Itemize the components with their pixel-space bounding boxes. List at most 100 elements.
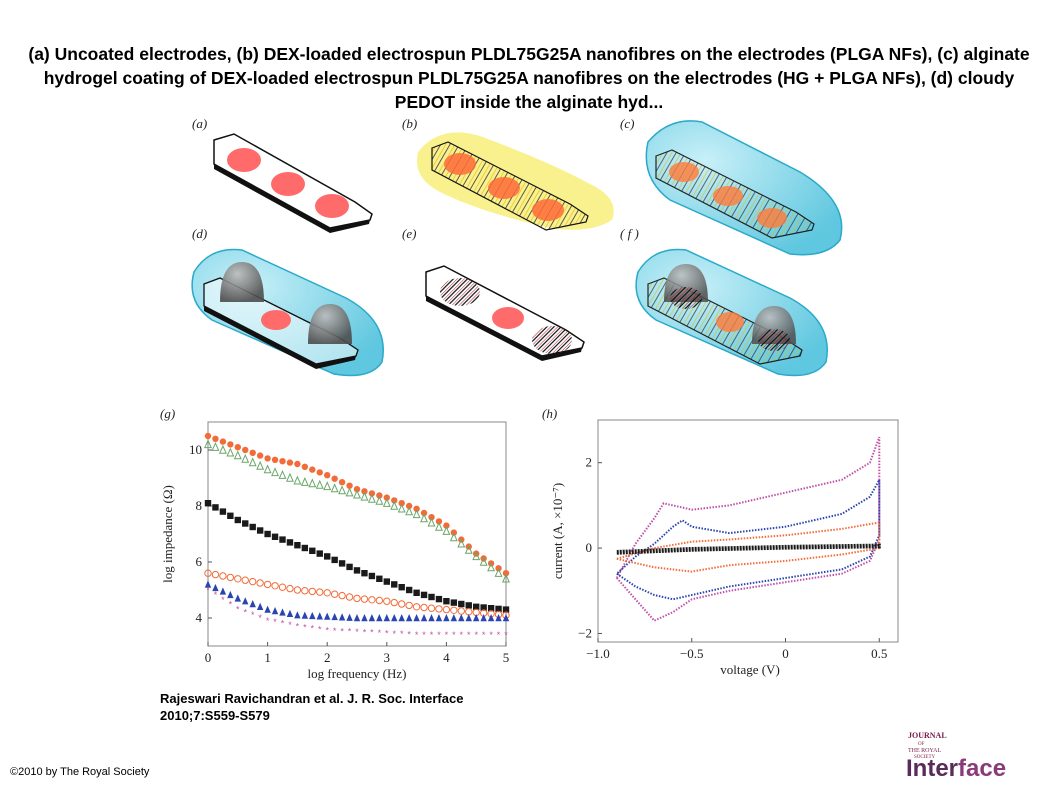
data-point	[502, 606, 510, 613]
electrode-site	[757, 208, 787, 228]
data-point: *	[497, 630, 501, 640]
data-point	[278, 469, 287, 479]
panel-e: (e)	[402, 226, 585, 361]
panel-label-c: (c)	[620, 116, 634, 131]
data-point: *	[355, 627, 359, 637]
data-point	[435, 614, 443, 622]
pedot-deposit	[670, 287, 702, 309]
data-point	[361, 570, 368, 577]
data-point	[398, 600, 406, 608]
data-point	[204, 569, 212, 577]
data-point	[249, 600, 256, 608]
data-point	[443, 614, 450, 622]
data-point: *	[378, 628, 382, 638]
data-point	[465, 602, 472, 609]
data-point	[234, 594, 241, 602]
data-point	[487, 614, 495, 622]
pedot-dome	[220, 262, 264, 302]
data-point	[263, 580, 272, 589]
data-point: *	[489, 630, 493, 640]
series-1	[204, 432, 510, 577]
data-point	[413, 505, 420, 512]
data-point	[285, 472, 294, 482]
data-point	[218, 444, 227, 454]
data-point	[427, 517, 436, 527]
data-point: *	[482, 630, 486, 640]
data-point	[331, 475, 338, 482]
data-point	[241, 576, 249, 584]
data-point	[256, 527, 264, 534]
data-point	[405, 614, 413, 622]
data-point	[449, 532, 458, 542]
data-point	[435, 605, 443, 613]
data-point	[279, 536, 286, 543]
data-point	[286, 609, 294, 617]
logo-of: OF	[918, 742, 925, 747]
y-tick-label: 4	[196, 610, 203, 625]
x-tick-label: 0	[782, 646, 789, 661]
data-point	[383, 597, 391, 605]
data-point	[450, 599, 458, 606]
data-point	[294, 542, 301, 549]
data-point	[227, 512, 234, 519]
logo-the-royal: THE ROYAL	[908, 748, 941, 754]
electrode-underside	[426, 296, 582, 361]
pedot-deposit	[532, 326, 572, 354]
data-point	[412, 509, 421, 519]
data-point	[264, 605, 271, 613]
data-point: *	[221, 595, 225, 605]
data-point	[346, 613, 353, 621]
data-point	[398, 500, 405, 507]
data-point	[465, 608, 473, 616]
data-point	[294, 460, 301, 468]
y-axis-label: log impedance (Ω)	[160, 485, 175, 583]
data-point	[249, 449, 256, 456]
data-point	[427, 604, 436, 612]
data-point	[330, 590, 339, 598]
series-3	[204, 500, 510, 613]
data-point	[300, 476, 309, 486]
panel-label-a: (a)	[192, 116, 207, 131]
data-point	[360, 491, 369, 501]
data-point: *	[325, 626, 329, 636]
data-point	[345, 487, 354, 497]
data-point	[434, 521, 443, 531]
data-point	[242, 597, 249, 605]
data-point	[211, 570, 220, 579]
data-point	[316, 469, 323, 476]
data-point	[442, 525, 451, 535]
data-point: *	[281, 619, 285, 629]
data-point	[361, 488, 368, 495]
data-point	[473, 614, 480, 622]
x-tick-label: 3	[384, 650, 391, 665]
data-point: *	[206, 585, 210, 595]
data-point	[376, 575, 383, 582]
data-point: *	[229, 600, 233, 610]
data-point	[212, 435, 219, 442]
pedot-dome	[308, 304, 352, 344]
data-point: *	[422, 630, 426, 640]
data-point	[286, 584, 294, 593]
electrode-underside	[204, 306, 356, 369]
data-point: *	[467, 630, 471, 640]
data-point	[353, 614, 361, 622]
data-point	[420, 513, 429, 523]
data-point	[420, 614, 428, 622]
data-point: *	[504, 630, 508, 640]
data-point: *	[251, 610, 255, 620]
data-point	[279, 458, 286, 465]
electrode-site	[271, 172, 305, 196]
data-point	[353, 567, 361, 574]
data-point	[309, 611, 316, 620]
data-point	[398, 584, 405, 591]
data-point	[391, 497, 398, 504]
logo-wordmark: Interface	[906, 755, 1006, 780]
data-point	[502, 570, 510, 577]
panel-label-b: (b)	[402, 116, 417, 131]
series-6: * * * * * * * * * * * * * * * * * * * * * * * * * * * * * * * * * * * * * * * *…	[206, 585, 508, 640]
data-point	[286, 539, 294, 546]
data-point: *	[311, 624, 315, 634]
data-point	[472, 551, 481, 561]
data-point	[420, 603, 428, 612]
data-point	[324, 612, 331, 620]
